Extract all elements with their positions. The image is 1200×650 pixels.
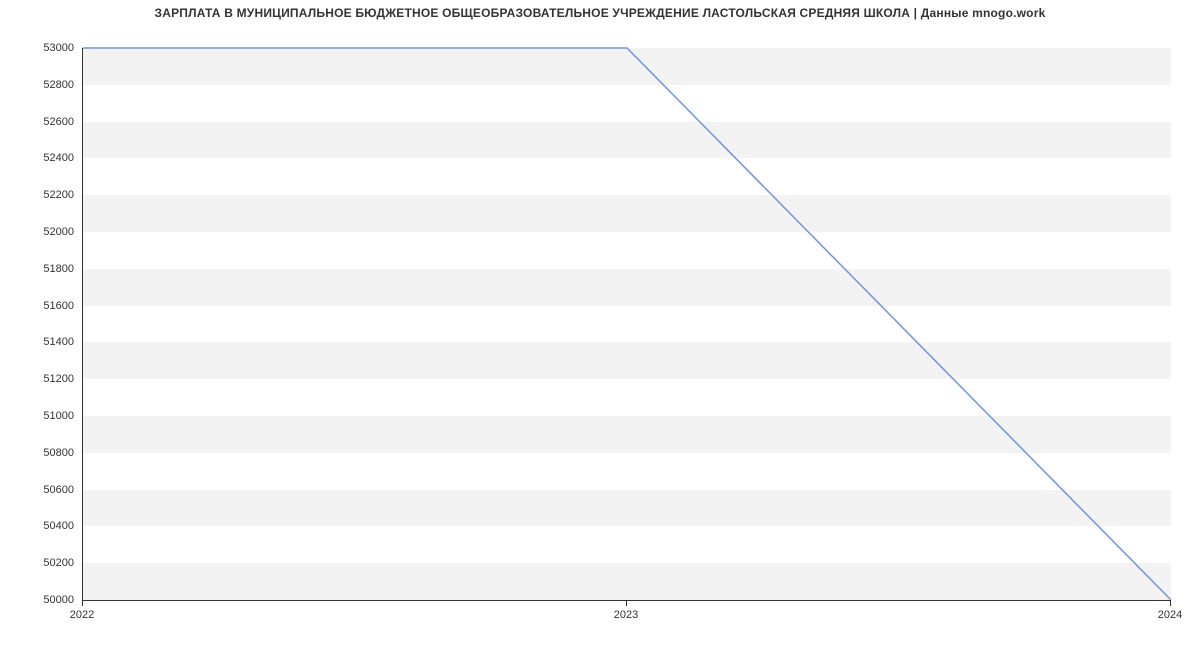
x-tick: [1170, 600, 1171, 606]
x-tick-label: 2023: [614, 609, 638, 621]
y-tick-label: 51400: [34, 336, 74, 348]
salary-line-chart: ЗАРПЛАТА В МУНИЦИПАЛЬНОЕ БЮДЖЕТНОЕ ОБЩЕО…: [0, 0, 1200, 650]
y-tick-label: 51600: [34, 300, 74, 312]
y-tick-label: 52800: [34, 79, 74, 91]
y-tick-label: 51200: [34, 373, 74, 385]
x-tick-label: 2024: [1158, 609, 1182, 621]
y-tick-label: 51000: [34, 410, 74, 422]
y-tick-label: 50200: [34, 557, 74, 569]
x-tick: [626, 600, 627, 606]
y-tick-label: 50800: [34, 447, 74, 459]
y-tick-label: 52600: [34, 116, 74, 128]
x-tick: [82, 600, 83, 606]
y-tick-label: 52000: [34, 226, 74, 238]
x-tick-label: 2022: [70, 609, 94, 621]
y-tick-label: 51800: [34, 263, 74, 275]
y-tick-label: 52200: [34, 189, 74, 201]
y-tick-label: 53000: [34, 42, 74, 54]
y-tick-label: 50600: [34, 484, 74, 496]
y-tick-label: 50000: [34, 594, 74, 606]
y-tick-label: 52400: [34, 152, 74, 164]
y-tick-label: 50400: [34, 520, 74, 532]
series-line-salary: [83, 48, 1171, 600]
series-layer: [83, 48, 1171, 600]
chart-title: ЗАРПЛАТА В МУНИЦИПАЛЬНОЕ БЮДЖЕТНОЕ ОБЩЕО…: [0, 6, 1200, 20]
plot-area: [82, 48, 1171, 601]
